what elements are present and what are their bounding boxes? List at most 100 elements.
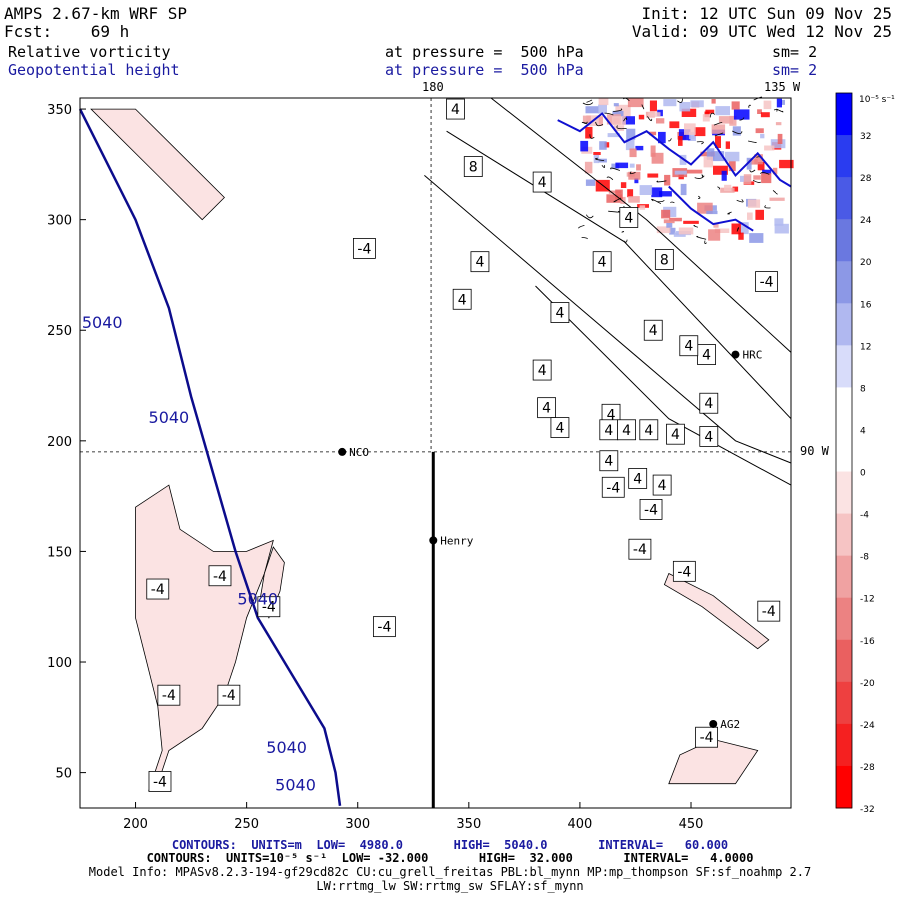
- vort-contour: [582, 102, 594, 106]
- vort-cell: [764, 145, 775, 151]
- vort-cell: [772, 167, 778, 175]
- vort-cell: [694, 127, 706, 137]
- vort-cell: [639, 185, 653, 195]
- vorticity-label: 4: [697, 344, 716, 365]
- vort-contour: [717, 186, 720, 190]
- vorticity-label: -4: [157, 684, 181, 706]
- vort-cell: [711, 124, 726, 134]
- vort-cell: [598, 116, 603, 126]
- colorbar-swatch: [836, 177, 852, 220]
- colorbar-unit: 10⁻⁵ s⁻¹: [859, 95, 895, 105]
- vorticity-label-text: 4: [622, 423, 631, 439]
- colorbar-swatch: [836, 765, 852, 809]
- vorticity-label-text: -4: [162, 688, 176, 704]
- vort-cell: [775, 122, 782, 126]
- vort-cell: [612, 110, 624, 117]
- vort-cell: [755, 209, 764, 220]
- vort-contour: [606, 176, 614, 181]
- vorticity-label: 4: [532, 171, 552, 193]
- vort-cell: [733, 109, 750, 120]
- vorticity-label-text: 4: [458, 292, 467, 308]
- station-marker: [338, 447, 347, 456]
- vort-cell: [743, 174, 752, 185]
- vort-cell: [663, 219, 675, 224]
- colorbar: 10⁻⁵ s⁻¹ 32 28 24 20 16 12 8 4 0 -4 -8 -12 -16 -20 -24 -…: [835, 92, 895, 815]
- vort-contour: [698, 195, 701, 199]
- model-title: AMPS 2.67-km WRF SP: [4, 4, 188, 23]
- station-ag2: AG2: [709, 718, 740, 731]
- vort-cell: [747, 199, 761, 208]
- vort-contour: [696, 235, 707, 240]
- vort-cell: [585, 106, 599, 114]
- colorbar-tick: 16: [860, 300, 872, 310]
- vort-cell: [755, 128, 764, 134]
- vort-contour: [749, 169, 756, 173]
- colorbar-tick: 28: [860, 174, 872, 184]
- vorticity-label-box: [532, 171, 552, 193]
- vorticity-label-box: [601, 476, 625, 498]
- vort-contour: [739, 117, 745, 121]
- vorticity-label: -4: [146, 578, 170, 600]
- vorticity-label-text: 4: [633, 471, 642, 487]
- vort-cell: [613, 103, 619, 107]
- colorbar-swatch: [836, 513, 852, 557]
- vort-cell: [779, 159, 794, 169]
- vorticity-label: 4: [446, 98, 465, 120]
- vort-cell: [732, 126, 741, 136]
- pos-band-0: [490, 97, 792, 353]
- active-vorticity-region: [578, 96, 794, 244]
- vorticity-label: 4: [617, 419, 636, 441]
- y-tick-label: 50: [55, 767, 72, 782]
- vort-contour: [709, 112, 716, 118]
- vort-cell: [738, 222, 749, 235]
- vort-contour: [647, 116, 653, 122]
- colorbar-tick: 0: [860, 469, 866, 479]
- footer-contours-vort: CONTOURS: UNITS=10⁻⁵ s⁻¹ LOW= -32.000 HI…: [146, 851, 754, 865]
- vort-contour: [608, 210, 621, 213]
- vort-contour: [732, 130, 743, 134]
- vorticity-label-text: 4: [555, 306, 564, 322]
- vorticity-label-box: [699, 426, 719, 447]
- colorbar-tick: -16: [860, 637, 875, 647]
- vort-contour: [629, 171, 636, 175]
- valid-time: Valid: 09 UTC Wed 12 Nov 25: [631, 22, 892, 41]
- vort-cell: [757, 109, 762, 114]
- vorticity-label-text: 4: [475, 255, 484, 271]
- vort-cell: [629, 163, 635, 168]
- footer-model-info2: LW:rrtmg_lw SW:rrtmg_sw SFLAY:sf_mynn: [316, 879, 584, 893]
- vort-cell: [703, 156, 714, 168]
- x-tick-label: 350: [456, 817, 481, 832]
- vort-cell: [661, 209, 671, 219]
- vort-cell: [728, 161, 736, 172]
- vort-cell: [711, 151, 725, 162]
- vort-contour: [578, 225, 585, 229]
- height-label: 5040: [275, 775, 316, 794]
- vorticity-label: 4: [550, 302, 570, 323]
- vort-cell: [669, 227, 676, 235]
- vort-cell: [584, 161, 593, 174]
- plot-frame: [79, 97, 792, 809]
- neg-region-3: [668, 738, 759, 785]
- station-marker: [429, 536, 438, 545]
- vorticity-label: 4: [452, 288, 472, 310]
- vorticity-label-box: [157, 684, 181, 706]
- colorbar-swatch: [836, 723, 852, 767]
- vort-cell: [749, 233, 764, 243]
- vort-contour: [623, 117, 628, 122]
- top-right-lon-label: 135 W: [764, 80, 801, 94]
- right-lat-label: 90 W: [800, 444, 830, 458]
- vort-contour: [714, 132, 724, 137]
- vorticity-label-box: [550, 417, 570, 438]
- vorticity-label: 4: [679, 335, 699, 357]
- vort-contour: [589, 134, 595, 139]
- colorbar-tick: -32: [860, 805, 875, 815]
- colorbar-tick: -28: [860, 763, 875, 773]
- vort-contour: [656, 180, 667, 183]
- colorbar-swatch: [836, 303, 852, 346]
- vort-cell: [598, 104, 607, 114]
- vort-cell: [607, 133, 620, 138]
- vort-contour: [760, 172, 770, 175]
- height-label: 5040: [149, 408, 190, 427]
- vort-contour: [701, 174, 704, 178]
